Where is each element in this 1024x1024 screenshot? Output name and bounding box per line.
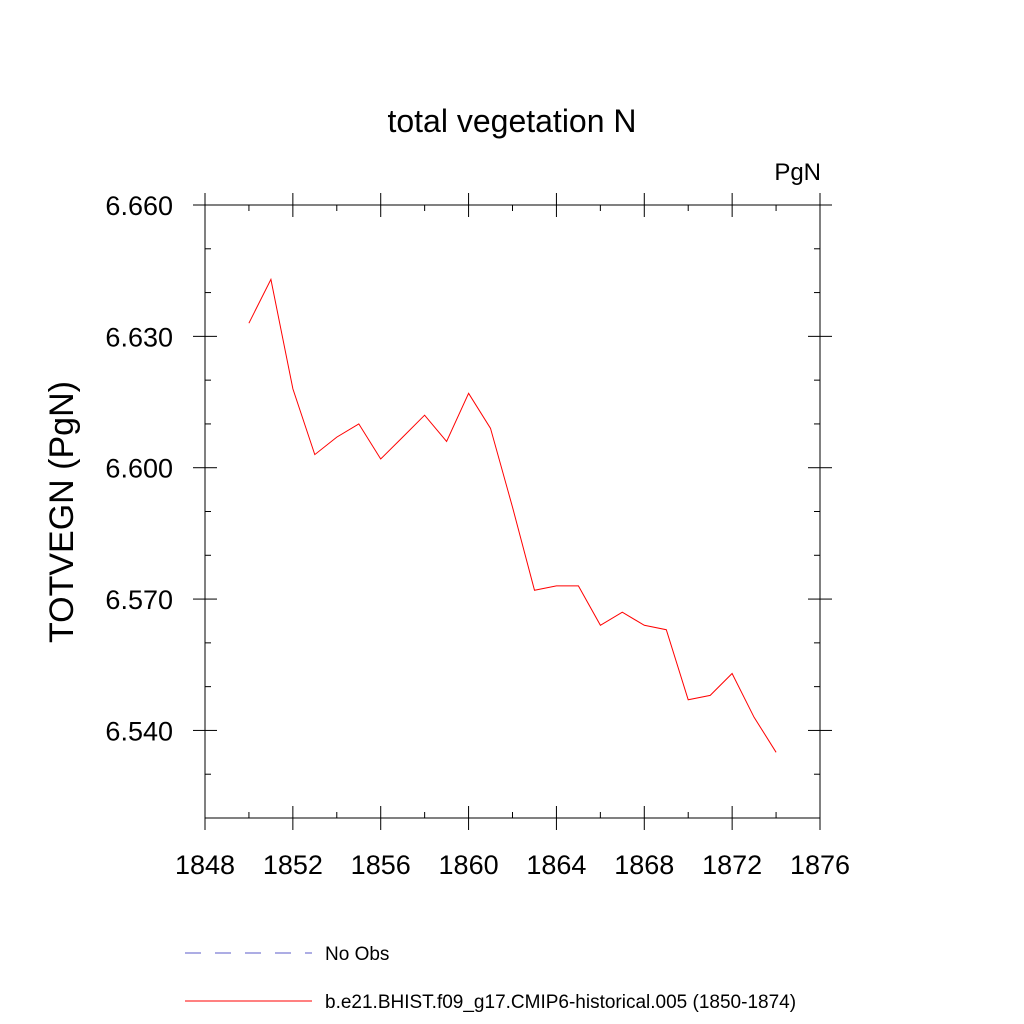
data-point (468, 393, 470, 395)
legend: No Obs b.e21.BHIST.f09_g17.CMIP6-histori… (185, 944, 796, 1013)
data-point (248, 322, 250, 324)
x-tick-label: 1872 (702, 850, 762, 880)
y-tick-label: 6.540 (105, 716, 173, 746)
data-point (556, 585, 558, 587)
x-tick-label: 1852 (263, 850, 323, 880)
data-point (314, 454, 316, 456)
y-tick-label: 6.660 (105, 191, 173, 221)
legend-label-no-obs: No Obs (325, 944, 389, 965)
data-point (446, 441, 448, 443)
chart-title: total vegetation N (387, 103, 636, 139)
plot-frame (204, 204, 821, 819)
x-tick-label: 1864 (526, 850, 586, 880)
y-axis: 6.540 6.570 6.600 6.630 6.660 (105, 191, 832, 775)
data-point (578, 585, 580, 587)
x-tick-label: 1848 (175, 850, 235, 880)
data-point (490, 428, 492, 430)
data-point (622, 611, 624, 613)
data-point (644, 625, 646, 627)
plot-area (248, 277, 777, 754)
legend-item-model-run: b.e21.BHIST.f09_g17.CMIP6-historical.005… (185, 992, 796, 1013)
data-point (270, 279, 272, 281)
data-point (358, 423, 360, 425)
units-label: PgN (774, 159, 821, 186)
data-point (753, 717, 755, 719)
data-point (380, 458, 382, 460)
data-point (534, 590, 536, 592)
data-point (731, 673, 733, 675)
x-tick-label: 1856 (351, 850, 411, 880)
y-tick-label: 6.600 (105, 454, 173, 484)
x-tick-label: 1876 (790, 850, 850, 880)
x-tick-label: 1860 (439, 850, 499, 880)
y-tick-label: 6.630 (105, 322, 173, 352)
data-point (402, 436, 404, 438)
legend-label-model-run: b.e21.BHIST.f09_g17.CMIP6-historical.005… (325, 992, 796, 1013)
data-point (600, 625, 602, 627)
data-point (512, 506, 514, 508)
data-point (336, 436, 338, 438)
x-axis: 1848 1852 1856 1860 1864 1868 1872 1876 (175, 193, 850, 880)
data-point (292, 388, 294, 390)
data-point (709, 695, 711, 697)
data-point (666, 629, 668, 631)
x-tick-label: 1868 (614, 850, 674, 880)
data-point (687, 699, 689, 701)
y-axis-label: TOTVEGN (PgN) (43, 381, 81, 643)
y-tick-label: 6.570 (105, 585, 173, 615)
series-line (248, 277, 777, 753)
legend-item-no-obs: No Obs (185, 944, 389, 965)
data-point (775, 752, 777, 754)
data-point (424, 414, 426, 416)
